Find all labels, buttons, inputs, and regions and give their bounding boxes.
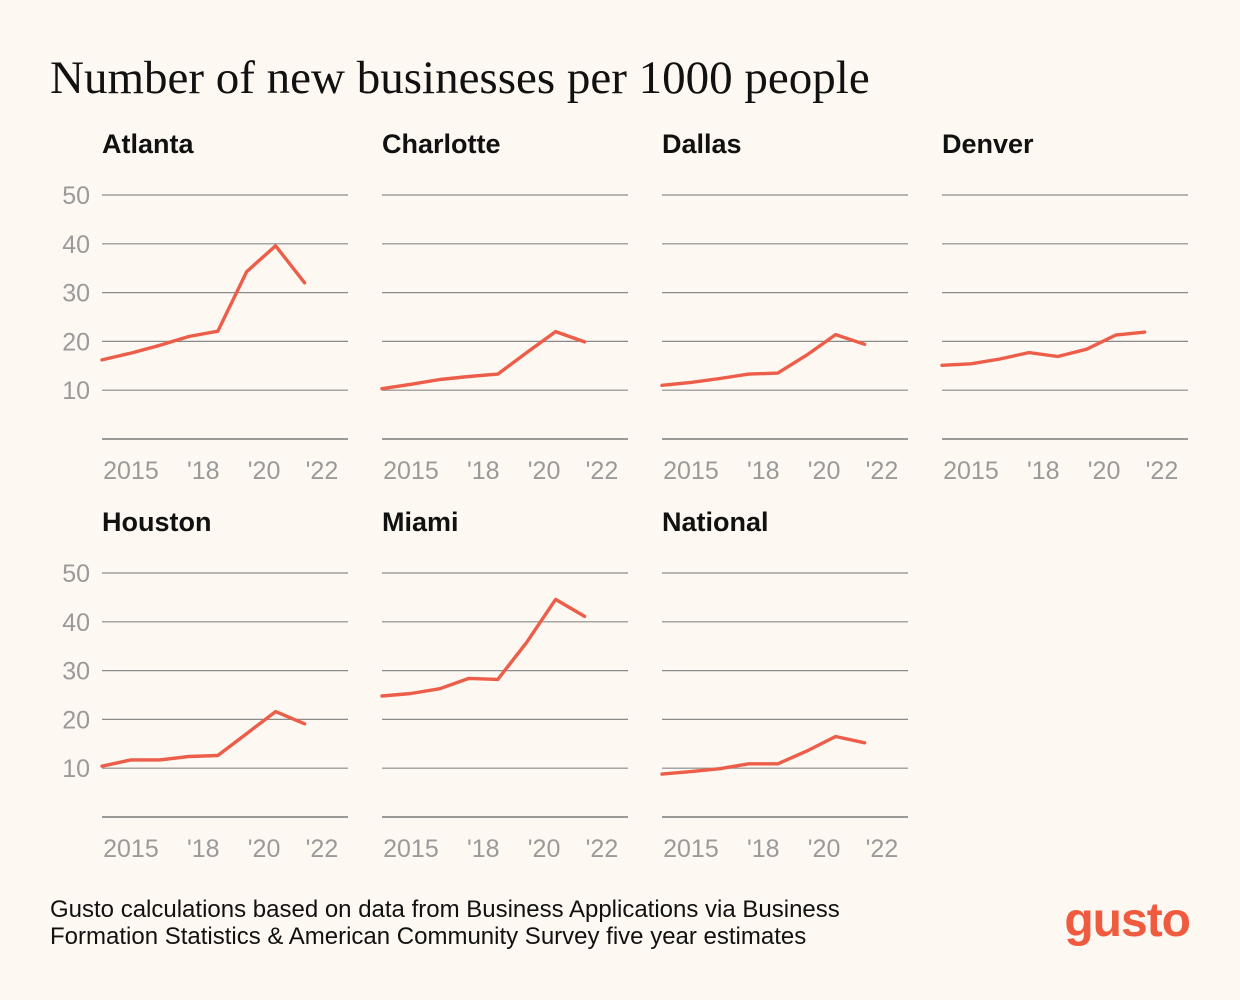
x-tick-label: '20 (1088, 457, 1121, 485)
series-line-denver (940, 330, 1147, 367)
panel-charlotte: Charlotte 2015 '18 '20 '22 (380, 129, 628, 485)
y-tick-label: 40 (62, 231, 90, 259)
y-tick-label: 10 (62, 377, 90, 405)
x-tick-label: 2015 (103, 457, 159, 485)
x-tick-label: 2015 (663, 457, 719, 485)
x-tick-label: '22 (586, 457, 619, 485)
panel-title: Atlanta (102, 129, 194, 159)
panel-title: Charlotte (382, 129, 501, 159)
x-tick-label: '20 (528, 457, 561, 485)
gusto-logo: gusto (1064, 894, 1191, 947)
x-tick-label: '18 (187, 457, 220, 485)
x-tick-label: '18 (747, 835, 780, 863)
panel-title: National (662, 507, 769, 537)
x-tick-label: '22 (866, 457, 899, 485)
x-tick-label: '20 (808, 835, 841, 863)
x-tick-label: '20 (248, 457, 281, 485)
panel-national: National 2015 '18 '20 '22 (660, 507, 908, 863)
x-tick-label: '20 (808, 457, 841, 485)
x-tick-label: '22 (306, 457, 339, 485)
x-tick-label: 2015 (383, 457, 439, 485)
panel-houston: Houston 10 20 30 40 50 2015 '18 '20 '22 (62, 507, 348, 863)
series-line-dallas (660, 332, 867, 387)
x-tick-label: '18 (1027, 457, 1060, 485)
x-tick-label: 2015 (663, 835, 719, 863)
series-line-houston (100, 709, 307, 768)
y-tick-label: 10 (62, 755, 90, 783)
series-line-charlotte (380, 329, 587, 391)
y-tick-label: 50 (62, 560, 90, 588)
x-tick-label: '18 (187, 835, 220, 863)
y-tick-label: 50 (62, 182, 90, 210)
x-tick-label: '20 (248, 835, 281, 863)
panel-title: Dallas (662, 129, 742, 159)
x-tick-label: '18 (467, 457, 500, 485)
y-tick-label: 30 (62, 280, 90, 308)
x-tick-label: '22 (306, 835, 339, 863)
panel-miami: Miami 2015 '18 '20 '22 (380, 507, 628, 863)
panel-atlanta: Atlanta 10 20 30 40 50 2015 '18 '20 '22 (62, 129, 348, 485)
panel-denver: Denver 2015 '18 '20 '22 (940, 129, 1188, 485)
source-note: Gusto calculations based on data from Bu… (50, 896, 1040, 950)
page-title: Number of new businesses per 1000 people (50, 52, 870, 104)
x-tick-label: '22 (586, 835, 619, 863)
x-tick-label: '20 (528, 835, 561, 863)
x-tick-label: 2015 (103, 835, 159, 863)
y-tick-label: 30 (62, 658, 90, 686)
x-tick-label: '22 (1146, 457, 1179, 485)
y-tick-label: 40 (62, 609, 90, 637)
x-tick-label: '18 (747, 457, 780, 485)
panel-title: Miami (382, 507, 459, 537)
y-tick-label: 20 (62, 706, 90, 734)
x-tick-label: '18 (467, 835, 500, 863)
series-line-miami (380, 597, 587, 698)
series-line-national (660, 734, 867, 776)
x-tick-label: 2015 (383, 835, 439, 863)
y-tick-label: 20 (62, 328, 90, 356)
source-line-1: Gusto calculations based on data from Bu… (50, 896, 840, 923)
source-line-2: Formation Statistics & American Communit… (50, 923, 807, 950)
x-tick-label: 2015 (943, 457, 999, 485)
panel-dallas: Dallas 2015 '18 '20 '22 (660, 129, 908, 485)
x-tick-label: '22 (866, 835, 899, 863)
panel-title: Denver (942, 129, 1034, 159)
panel-title: Houston (102, 507, 211, 537)
series-line-atlanta (100, 244, 307, 362)
